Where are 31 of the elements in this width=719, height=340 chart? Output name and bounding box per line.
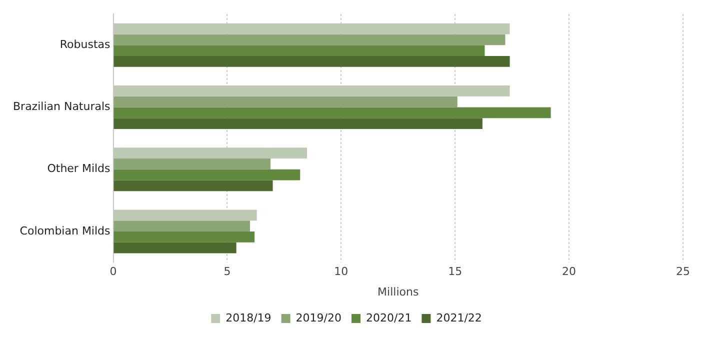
legend-label: 2021/22 bbox=[436, 311, 482, 324]
bar bbox=[114, 107, 551, 118]
bar bbox=[114, 96, 458, 108]
legend-label: 2020/21 bbox=[366, 311, 412, 324]
bar bbox=[114, 45, 485, 56]
x-tick-label: 5 bbox=[224, 265, 231, 278]
bar bbox=[114, 118, 482, 129]
legend-label: 2019/20 bbox=[296, 311, 342, 324]
bar bbox=[114, 180, 273, 192]
bar bbox=[114, 242, 236, 254]
x-tick-label: 15 bbox=[448, 265, 462, 278]
x-tick-label: 0 bbox=[110, 265, 117, 278]
y-tick-label: Colombian Milds bbox=[20, 224, 111, 238]
bar bbox=[114, 23, 510, 34]
bar bbox=[114, 34, 506, 46]
bar bbox=[114, 148, 307, 158]
y-tick-label: Other Milds bbox=[47, 162, 111, 176]
y-tick-label: Brazilian Naturals bbox=[13, 100, 111, 114]
bar bbox=[114, 56, 510, 67]
bar bbox=[114, 85, 510, 96]
x-tick-label: 20 bbox=[562, 265, 576, 278]
x-tick-label: 10 bbox=[334, 265, 348, 278]
x-tick-label: 25 bbox=[676, 265, 690, 278]
bar bbox=[114, 232, 255, 242]
y-tick-label: Robustas bbox=[60, 38, 111, 51]
legend-label: 2018/19 bbox=[226, 311, 272, 324]
bar bbox=[114, 210, 257, 221]
x-axis-title: Millions bbox=[378, 285, 419, 298]
bar bbox=[114, 158, 271, 170]
bar bbox=[114, 220, 250, 232]
bar bbox=[114, 169, 300, 180]
